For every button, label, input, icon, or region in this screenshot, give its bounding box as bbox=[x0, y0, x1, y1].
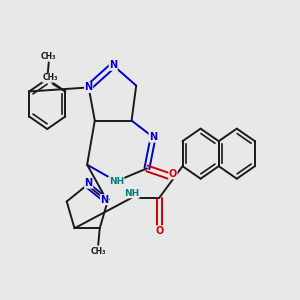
Text: CH₃: CH₃ bbox=[91, 247, 106, 256]
Text: NH: NH bbox=[124, 189, 139, 198]
Text: CH₃: CH₃ bbox=[41, 52, 56, 61]
Text: O: O bbox=[155, 226, 163, 236]
Text: N: N bbox=[109, 60, 117, 70]
Text: CH₃: CH₃ bbox=[42, 73, 58, 82]
Text: NH: NH bbox=[109, 177, 124, 186]
Text: O: O bbox=[169, 169, 177, 179]
Text: N: N bbox=[85, 82, 93, 92]
Text: N: N bbox=[149, 132, 157, 142]
Text: N: N bbox=[85, 178, 93, 188]
Text: N: N bbox=[100, 195, 109, 205]
